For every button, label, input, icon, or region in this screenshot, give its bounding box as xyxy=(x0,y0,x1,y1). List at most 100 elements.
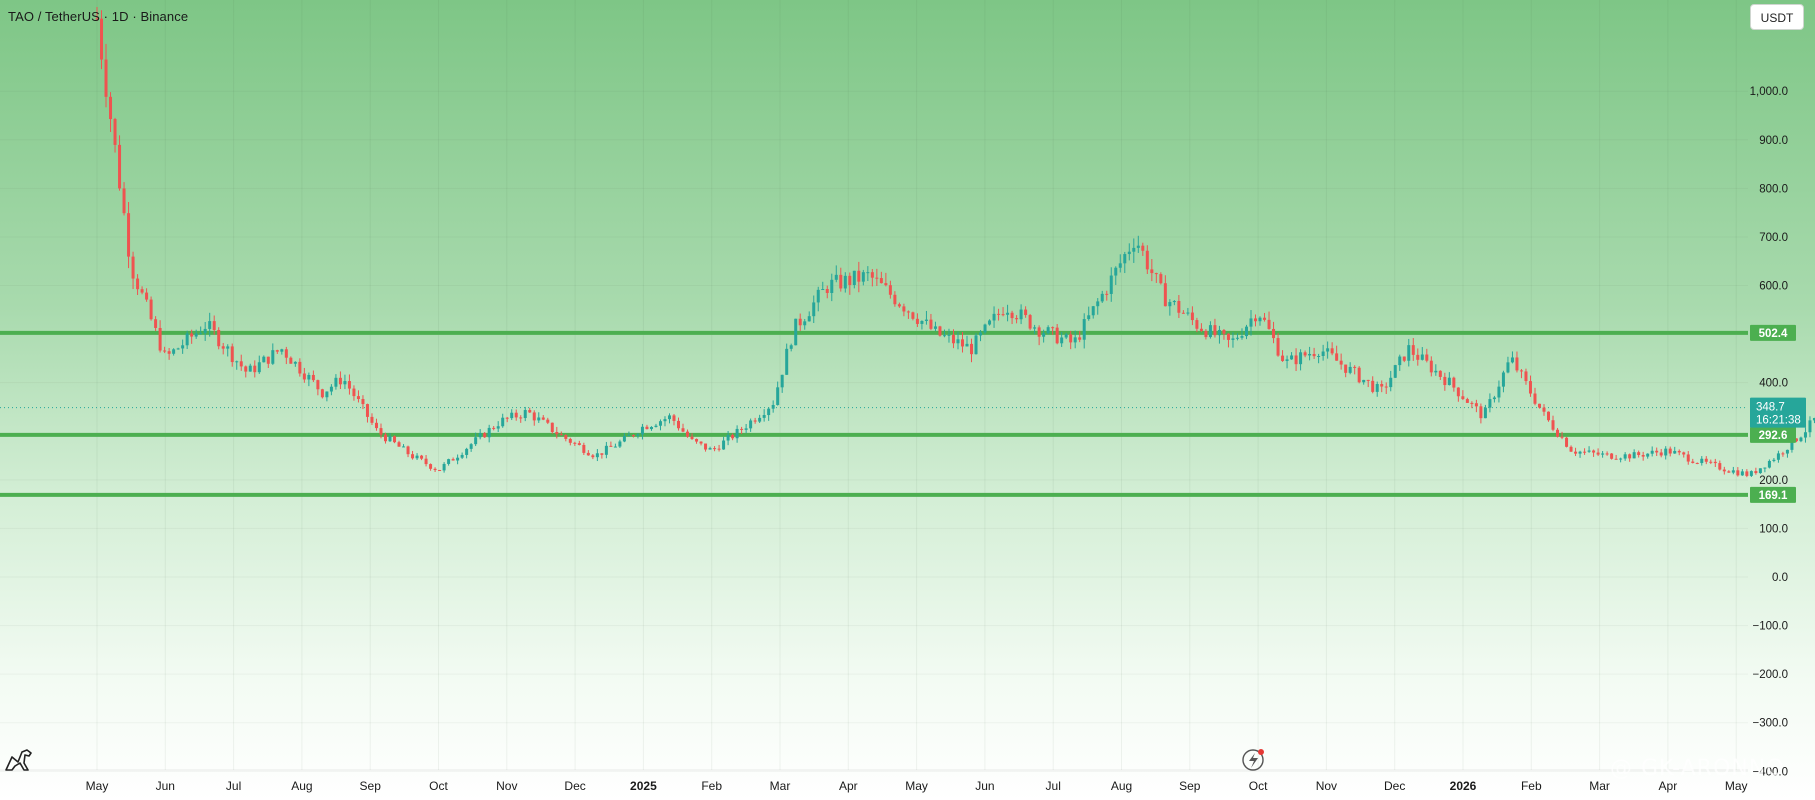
candle-body xyxy=(1470,402,1474,404)
candle-body xyxy=(731,434,735,439)
candle-body xyxy=(176,348,180,350)
x-tick-label: May xyxy=(86,779,109,793)
candle-body xyxy=(1650,450,1654,454)
candle-body xyxy=(722,440,726,450)
candle-body xyxy=(298,361,302,374)
candle-body xyxy=(645,426,649,430)
candle-body xyxy=(1713,461,1717,464)
candle-body xyxy=(1082,319,1086,340)
candle-body xyxy=(302,373,306,380)
candle-body xyxy=(866,272,870,274)
candle-body xyxy=(1375,384,1379,392)
candle-body xyxy=(1745,471,1749,476)
candle-body xyxy=(226,346,230,349)
candle-body xyxy=(600,453,604,455)
candle-body xyxy=(1321,351,1325,356)
candle-body xyxy=(483,433,487,438)
x-tick-label: Aug xyxy=(1111,779,1132,793)
candle-body xyxy=(1335,353,1339,361)
candle-body xyxy=(374,422,378,429)
candle-body xyxy=(546,419,550,423)
candle-body xyxy=(713,448,717,450)
candle-body xyxy=(1812,417,1815,421)
y-tick-label: −400.0 xyxy=(1753,766,1789,778)
dino-icon xyxy=(5,749,32,771)
lightning-icon[interactable] xyxy=(1242,749,1264,771)
candle-body xyxy=(1664,448,1668,456)
candle-body xyxy=(230,346,234,363)
candle-body xyxy=(1150,269,1154,274)
candle-body xyxy=(830,279,834,293)
candle-body xyxy=(704,443,708,450)
candle-body xyxy=(1772,459,1776,461)
candle-body xyxy=(564,435,568,439)
candle-body xyxy=(879,278,883,284)
candle-body xyxy=(1754,471,1758,474)
level-tag-bg xyxy=(1750,426,1796,443)
candle-body xyxy=(1709,461,1713,463)
candle-body xyxy=(591,455,595,458)
candle-body xyxy=(1565,437,1569,447)
candle-body xyxy=(1389,377,1393,388)
candle-body xyxy=(1096,301,1100,307)
candle-body xyxy=(708,448,712,450)
candle-body xyxy=(1073,337,1077,343)
candle-body xyxy=(469,444,473,449)
candle-body xyxy=(613,446,617,448)
currency-unit-button[interactable]: USDT xyxy=(1750,4,1804,30)
candle-body xyxy=(113,119,117,145)
candle-body xyxy=(496,426,500,429)
candle-body xyxy=(1064,334,1068,338)
candle-body xyxy=(780,374,784,388)
x-tick-label: Mar xyxy=(770,779,791,793)
candle-body xyxy=(1046,327,1050,334)
candle-body xyxy=(1447,377,1451,386)
candle-body xyxy=(388,436,392,442)
candle-body xyxy=(924,319,928,321)
x-tick-label: Nov xyxy=(1316,779,1337,793)
x-tick-label: Dec xyxy=(1384,779,1405,793)
candle-body xyxy=(1637,452,1641,456)
x-tick-label: Jun xyxy=(975,779,994,793)
candle-body xyxy=(1177,300,1181,313)
candle-body xyxy=(1628,454,1632,459)
y-tick-label: −200.0 xyxy=(1753,669,1789,681)
x-tick-label: May xyxy=(905,779,928,793)
candle-body xyxy=(1235,337,1239,339)
candle-body xyxy=(257,362,261,373)
candle-body xyxy=(149,299,153,320)
candle-body xyxy=(933,326,937,329)
candle-body xyxy=(1718,463,1722,470)
candle-body xyxy=(1758,468,1762,474)
candle-body xyxy=(573,442,577,444)
candle-body xyxy=(1537,403,1541,408)
x-tick-label: Apr xyxy=(1659,779,1678,793)
lightning-icon-ring xyxy=(1242,749,1264,771)
candle-body xyxy=(1051,327,1055,329)
candle-body xyxy=(974,335,978,355)
candle-body xyxy=(393,436,397,443)
candle-body xyxy=(1474,403,1478,407)
candle-body xyxy=(951,334,955,344)
candle-body xyxy=(1592,450,1596,453)
candle-body xyxy=(906,311,910,313)
candle-body xyxy=(1704,458,1708,462)
candle-body xyxy=(505,417,509,419)
candle-body xyxy=(1727,471,1731,473)
candle-body xyxy=(1781,453,1785,455)
candle-body xyxy=(1028,315,1032,329)
candle-body xyxy=(1646,453,1650,457)
y-axis: 1,000.0 900.0 800.0 700.0 600.0 400.0 200.0 100… xyxy=(1750,86,1788,778)
x-tick-label: Nov xyxy=(496,779,517,793)
candle-body xyxy=(622,436,626,442)
candle-body xyxy=(1740,471,1744,476)
candle-body xyxy=(640,426,644,435)
x-tick-label: 2026 xyxy=(1450,779,1477,793)
candle-body xyxy=(915,318,919,324)
candle-body xyxy=(559,434,563,436)
candle-body xyxy=(1668,448,1672,454)
candle-body xyxy=(1136,245,1140,248)
candle-body xyxy=(1700,458,1704,464)
candle-body xyxy=(744,428,748,430)
